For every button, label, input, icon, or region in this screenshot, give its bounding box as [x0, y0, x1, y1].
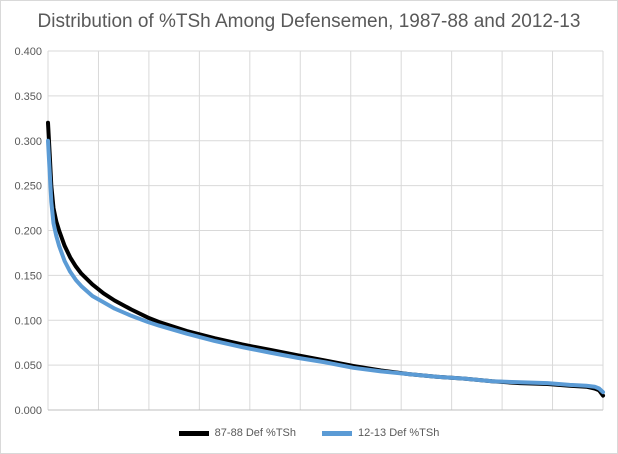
y-tick-label: 0.400 — [14, 46, 42, 58]
chart-title: Distribution of %TSh Among Defensemen, 1… — [37, 11, 581, 32]
y-tick-label: 0.050 — [14, 360, 42, 372]
series-line-2 — [46, 138, 605, 395]
legend: 87-88 Def %TSh 12-13 Def %TSh — [1, 427, 617, 439]
y-tick-label: 0.150 — [14, 270, 42, 282]
series-line-1 — [46, 120, 605, 398]
legend-item: 12-13 Def %TSh — [322, 427, 439, 439]
legend-item: 87-88 Def %TSh — [178, 427, 296, 439]
legend-swatch — [178, 430, 209, 436]
y-tick-label: 0.300 — [14, 136, 42, 148]
legend-label: 12-13 Def %TSh — [358, 427, 440, 439]
y-tick-label: 0.350 — [14, 91, 42, 103]
legend-label: 87-88 Def %TSh — [214, 427, 296, 439]
y-tick-label: 0.250 — [14, 181, 42, 193]
y-tick-label: 0.200 — [14, 226, 42, 238]
y-tick-label: 0.100 — [14, 315, 42, 327]
legend-swatch — [322, 430, 352, 436]
y-tick-label: 0.000 — [14, 405, 42, 417]
